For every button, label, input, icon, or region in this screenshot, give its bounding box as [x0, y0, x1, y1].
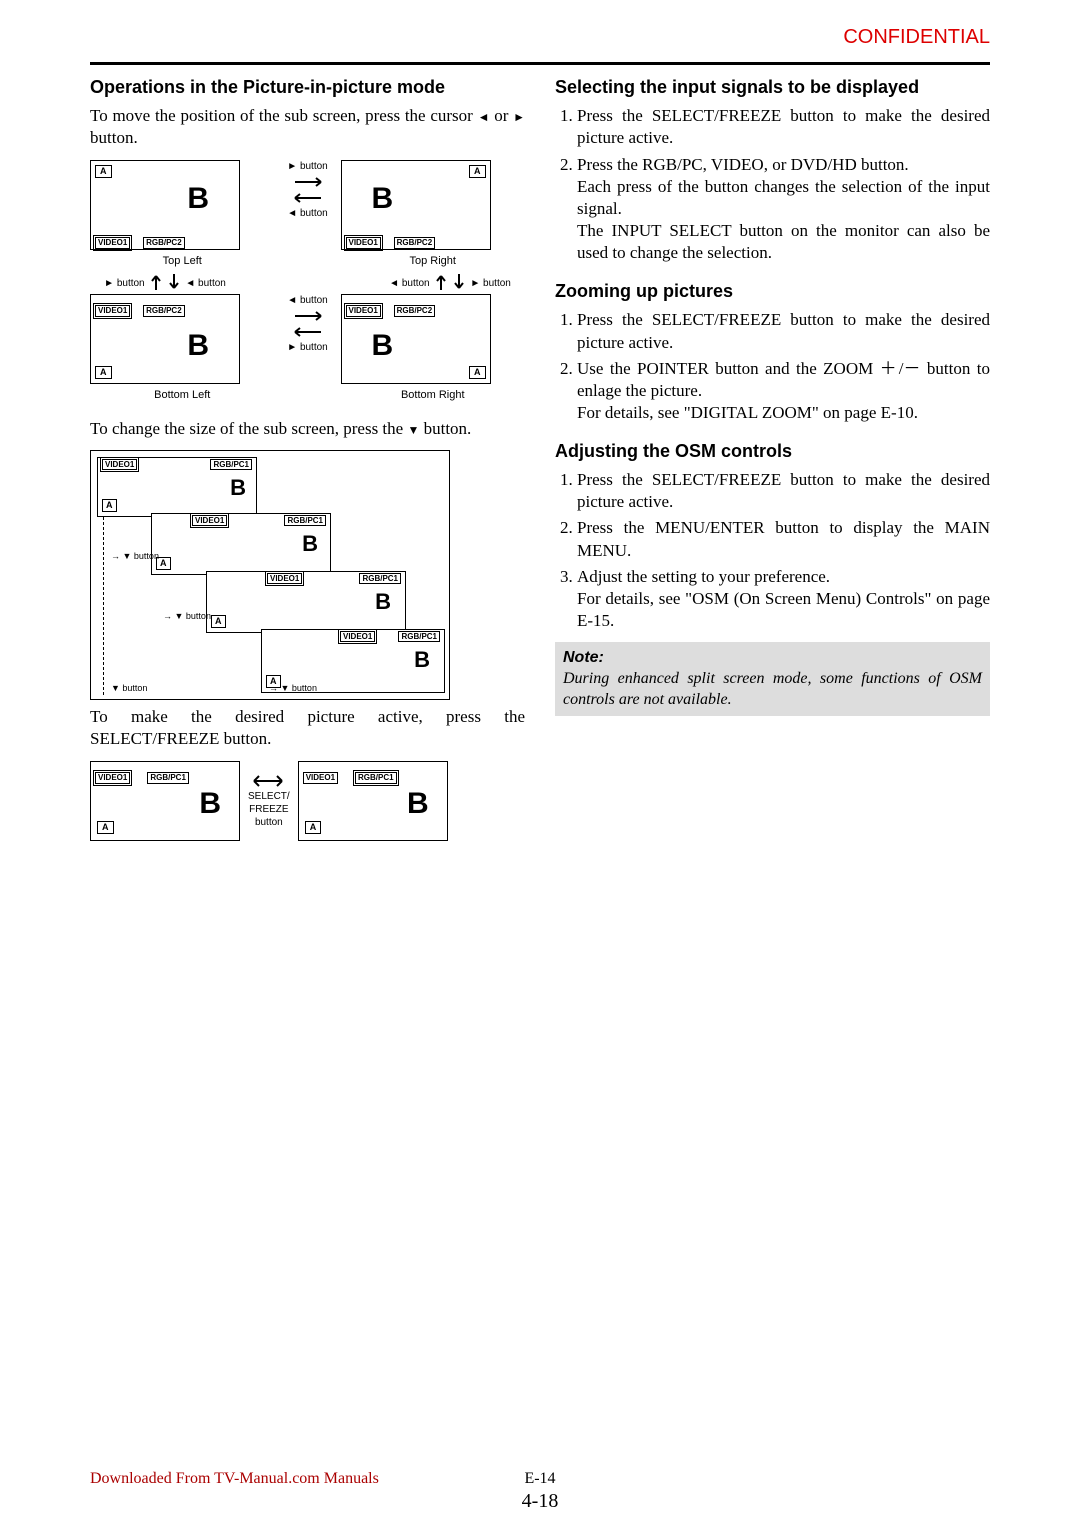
note-body: During enhanced split screen mode, some …	[563, 669, 982, 711]
note-box: Note: During enhanced split screen mode,…	[555, 642, 990, 716]
pip-bottom-left: VIDEO1 RGB/PC2 B A	[90, 294, 240, 384]
arrow-top: ► button ◄ button	[283, 160, 333, 220]
list-osm: Press the SELECT/FREEZE button to make t…	[555, 469, 990, 632]
list-zoom: Press the SELECT/FREEZE button to make t…	[555, 309, 990, 423]
arrow-bottom: ◄ button ► button	[283, 294, 333, 354]
heading-pip: Operations in the Picture-in-picture mod…	[90, 76, 525, 99]
note-title: Note:	[563, 648, 982, 669]
cap-bl: Bottom Left	[90, 388, 275, 402]
columns: Operations in the Picture-in-picture mod…	[90, 76, 990, 847]
page: CONFIDENTIAL Operations in the Picture-i…	[0, 0, 1080, 1528]
list-select-input: Press the SELECT/FREEZE button to make t…	[555, 105, 990, 264]
select-freeze-label: SELECT/ FREEZE button	[248, 790, 290, 829]
top-rule	[90, 62, 990, 65]
size-diagram: VIDEO1 RGB/PC1 B A VIDEO1 RGB/PC1 B A VI…	[90, 450, 450, 700]
freeze-diagram: VIDEO1 RGB/PC1 B A SELECT/ FREEZE button…	[90, 761, 525, 841]
p-size: To change the size of the sub screen, pr…	[90, 418, 525, 440]
page-num-1: E-14	[524, 1470, 555, 1488]
page-num-2: 4-18	[522, 1490, 559, 1513]
position-diagram: A B VIDEO1 RGB/PC2 Top Left ► button ◄ b…	[90, 160, 525, 403]
p-move: To move the position of the sub screen, …	[90, 105, 525, 149]
mid-arrows: ► button ◄ button ◄ button ► button	[90, 270, 525, 292]
p-active: To make the desired picture active, pres…	[90, 706, 525, 750]
heading-osm: Adjusting the OSM controls	[555, 440, 990, 463]
download-source: Downloaded From TV-Manual.com Manuals	[90, 1470, 379, 1487]
heading-select-input: Selecting the input signals to be displa…	[555, 76, 990, 99]
pip-bottom-right: VIDEO1 RGB/PC2 B A	[341, 294, 491, 384]
right-column: Selecting the input signals to be displa…	[555, 76, 990, 847]
left-column: Operations in the Picture-in-picture mod…	[90, 76, 525, 847]
heading-zoom: Zooming up pictures	[555, 280, 990, 303]
confidential-stamp: CONFIDENTIAL	[843, 26, 990, 49]
cap-tl: Top Left	[90, 254, 275, 268]
cap-br: Bottom Right	[341, 388, 526, 402]
pip-top-left: A B VIDEO1 RGB/PC2	[90, 160, 240, 250]
pip-top-right: A B VIDEO1 RGB/PC2	[341, 160, 491, 250]
cap-tr: Top Right	[341, 254, 526, 268]
footer: Downloaded From TV-Manual.com Manuals E-…	[90, 1470, 990, 1488]
